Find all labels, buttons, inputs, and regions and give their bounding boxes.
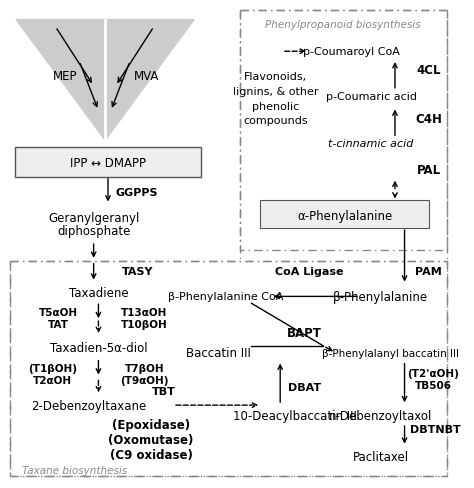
Text: lignins, & other: lignins, & other <box>233 86 318 97</box>
Text: compounds: compounds <box>243 116 308 126</box>
Text: Taxane biosynthesis: Taxane biosynthesis <box>22 466 127 475</box>
Text: PAL: PAL <box>416 164 440 177</box>
Polygon shape <box>16 20 194 141</box>
Bar <box>10 261 447 476</box>
Text: Phenylpropanoid biosynthesis: Phenylpropanoid biosynthesis <box>264 20 420 29</box>
Text: Taxadien-5α-diol: Taxadien-5α-diol <box>50 342 147 355</box>
Text: p-Coumaroyl CoA: p-Coumaroyl CoA <box>303 47 401 57</box>
Text: CoA Ligase: CoA Ligase <box>274 266 343 276</box>
Text: Baccatin III: Baccatin III <box>186 346 250 360</box>
Text: IPP ↔ DMAPP: IPP ↔ DMAPP <box>70 157 146 170</box>
Text: TBT: TBT <box>152 386 175 396</box>
Text: n-Debenzoyltaxol: n-Debenzoyltaxol <box>329 408 432 422</box>
Text: 10-Deacylbaccatin III: 10-Deacylbaccatin III <box>233 408 356 422</box>
Text: β-Phenylalanyl baccatin III: β-Phenylalanyl baccatin III <box>322 348 459 358</box>
Text: T13αOH: T13αOH <box>121 307 167 318</box>
Text: phenolic: phenolic <box>252 102 299 111</box>
Text: β-Phenylalanine: β-Phenylalanine <box>333 290 428 303</box>
Text: TASY: TASY <box>122 266 154 276</box>
Text: p-Coumaric acid: p-Coumaric acid <box>326 92 417 102</box>
Text: DBTNBT: DBTNBT <box>410 424 461 434</box>
Text: T5αOH: T5αOH <box>39 307 78 318</box>
Text: BAPT: BAPT <box>287 327 321 340</box>
Text: TAT: TAT <box>48 320 69 329</box>
Text: MVA: MVA <box>134 70 159 83</box>
Text: (C9 oxidase): (C9 oxidase) <box>109 448 192 461</box>
Text: (Oxomutase): (Oxomutase) <box>109 433 194 447</box>
Bar <box>240 11 447 250</box>
Text: (T1βOH): (T1βOH) <box>28 363 77 373</box>
Text: Geranylgeranyl: Geranylgeranyl <box>48 211 139 224</box>
Text: T7βOH: T7βOH <box>125 363 164 373</box>
Text: (T2'αOH): (T2'αOH) <box>407 368 459 378</box>
Text: Taxadiene: Taxadiene <box>69 286 128 299</box>
FancyBboxPatch shape <box>15 148 201 178</box>
Text: TB506: TB506 <box>415 381 452 390</box>
Text: α-Phenylalanine: α-Phenylalanine <box>298 209 393 223</box>
Text: C4H: C4H <box>415 113 442 126</box>
Text: 2-Debenzoyltaxane: 2-Debenzoyltaxane <box>31 399 146 412</box>
Text: DBAT: DBAT <box>288 383 321 392</box>
Text: β-Phenylalanine CoA: β-Phenylalanine CoA <box>168 292 283 302</box>
FancyBboxPatch shape <box>260 201 429 229</box>
Text: t-cinnamic acid: t-cinnamic acid <box>328 139 414 149</box>
Text: T2αOH: T2αOH <box>33 376 72 386</box>
Text: diphosphate: diphosphate <box>57 224 130 237</box>
Text: (Epoxidase): (Epoxidase) <box>112 419 190 431</box>
Text: PAM: PAM <box>415 266 442 276</box>
Text: Paclitaxel: Paclitaxel <box>353 450 409 463</box>
Text: T10βOH: T10βOH <box>121 320 168 329</box>
Text: (T9αOH): (T9αOH) <box>120 376 169 386</box>
Text: Flavonoids,: Flavonoids, <box>244 72 307 82</box>
Text: 4CL: 4CL <box>416 63 441 76</box>
Text: GGPPS: GGPPS <box>116 187 158 197</box>
Text: MEP: MEP <box>53 70 77 83</box>
